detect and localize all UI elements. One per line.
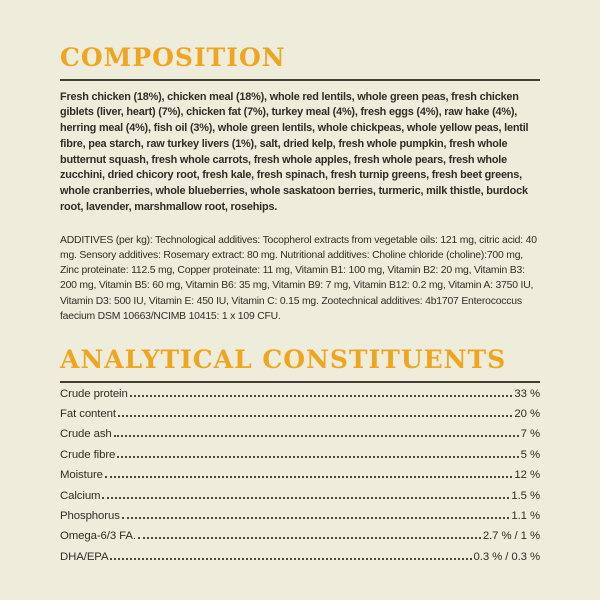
constituent-label: Omega-6/3 FA. <box>60 530 136 543</box>
table-row: Crude fibre 5 % <box>60 449 540 469</box>
constituent-label: Crude protein <box>60 387 128 400</box>
composition-section: COMPOSITION Fresh chicken (18%), chicken… <box>60 44 540 324</box>
constituent-label: Fat content <box>60 407 116 420</box>
constituent-label: Moisture <box>60 469 103 482</box>
section-divider <box>60 78 540 81</box>
constituent-value: 1.5 % <box>511 489 540 502</box>
table-row: DHA/EPA 0.3 % / 0.3 % <box>60 551 540 571</box>
table-row: Crude protein 33 % <box>60 388 540 408</box>
dot-leader <box>117 455 519 458</box>
dot-leader <box>102 496 510 499</box>
composition-heading: COMPOSITION <box>60 43 286 72</box>
constituent-value: 1.1 % <box>511 509 540 522</box>
additives-text: ADDITIVES (per kg): Technological additi… <box>60 234 537 322</box>
constituent-value: 33 % <box>514 387 540 400</box>
table-row: Calcium 1.5 % <box>60 490 540 510</box>
constituent-value: 20 % <box>514 407 540 420</box>
constituent-value: 2.7 % / 1 % <box>482 530 540 543</box>
constituent-value: 12 % <box>514 469 540 482</box>
constituent-label: Crude ash <box>60 428 112 441</box>
constituent-value: 7 % <box>520 428 540 441</box>
table-row: Moisture 12 % <box>60 469 540 489</box>
constituent-value: 0.3 % / 0.3 % <box>473 550 541 563</box>
dot-leader <box>113 435 519 438</box>
dot-leader <box>137 537 481 540</box>
constituent-value: 5 % <box>520 448 540 461</box>
analytical-heading: ANALYTICAL CONSTITUENTS <box>60 345 507 375</box>
analytical-table: Crude protein 33 % Fat content 20 % Crud… <box>60 388 540 572</box>
analytical-section: ANALYTICAL CONSTITUENTS Crude protein 33… <box>60 346 540 571</box>
constituent-label: DHA/EPA <box>60 550 109 563</box>
constituent-label: Phosphorus <box>60 509 120 522</box>
dot-leader <box>121 516 510 519</box>
table-row: Crude ash 7 % <box>60 428 540 448</box>
dot-leader <box>104 476 513 479</box>
dot-leader <box>129 394 513 397</box>
table-row: Phosphorus 1.1 % <box>60 510 540 530</box>
table-row: Omega-6/3 FA. 2.7 % / 1 % <box>60 530 540 550</box>
constituent-label: Crude fibre <box>60 448 116 461</box>
table-row: Fat content 20 % <box>60 408 540 428</box>
section-divider <box>60 380 540 383</box>
ingredients-text: Fresh chicken (18%), chicken meal (18%),… <box>60 90 529 214</box>
dot-leader <box>110 557 472 560</box>
dot-leader <box>117 414 513 417</box>
constituent-label: Calcium <box>60 489 101 502</box>
